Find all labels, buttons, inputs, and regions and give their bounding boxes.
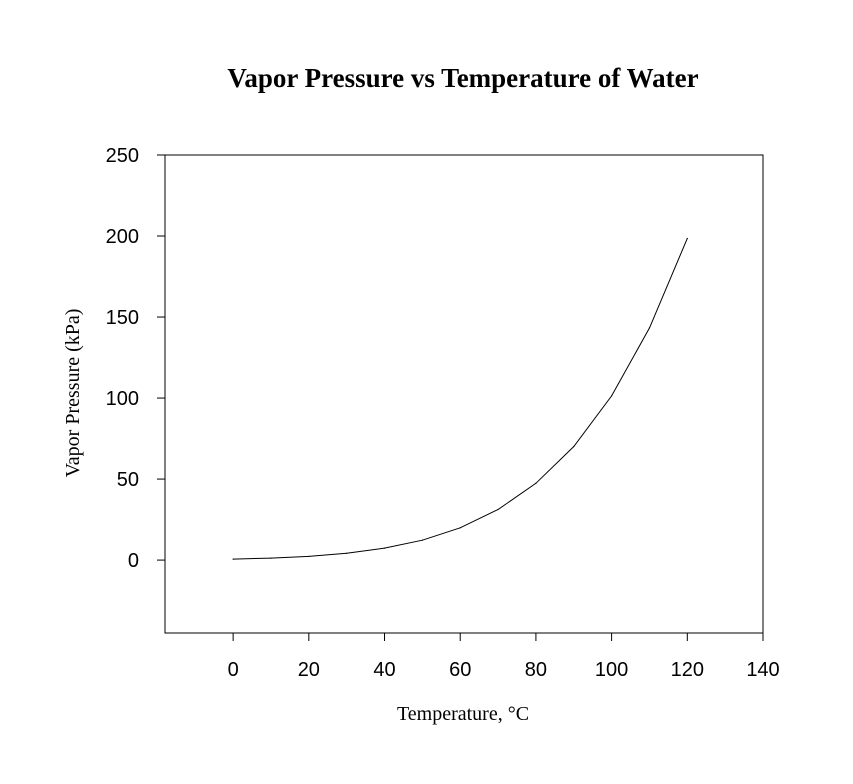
- x-tick-label: 60: [449, 659, 471, 681]
- data-point: [346, 552, 348, 554]
- y-tick-label: 250: [106, 145, 139, 167]
- data-point: [421, 539, 423, 541]
- x-tick-label: 120: [671, 659, 704, 681]
- y-tick-label: 50: [117, 469, 139, 491]
- x-tick-label: 80: [525, 659, 547, 681]
- x-tick-label: 40: [373, 659, 395, 681]
- x-tick-label: 20: [298, 659, 320, 681]
- data-point: [459, 527, 461, 529]
- data-point: [573, 445, 575, 448]
- data-point: [497, 508, 499, 511]
- data-point: [611, 395, 613, 397]
- data-point: [383, 547, 386, 549]
- y-tick-label: 100: [106, 388, 139, 410]
- data-point: [648, 327, 651, 329]
- x-axis: 0 20 40 60 80 100 120 140: [228, 633, 780, 681]
- series-points: [232, 237, 688, 560]
- data-point: [308, 555, 310, 557]
- data-point: [686, 237, 688, 240]
- x-axis-label: Temperature, °C: [397, 703, 529, 725]
- data-point: [232, 558, 234, 560]
- x-tick-label: 0: [228, 659, 239, 681]
- y-axis-label: Vapor Pressure (kPa): [62, 309, 84, 478]
- y-axis: 0 50 100 150 200 250: [106, 145, 165, 572]
- chart-title: Vapor Pressure vs Temperature of Water: [227, 63, 698, 93]
- y-tick-label: 200: [106, 226, 139, 248]
- x-tick-label: 140: [746, 659, 779, 681]
- y-tick-label: 0: [128, 550, 139, 572]
- data-point: [535, 482, 537, 484]
- series-line: [233, 238, 688, 560]
- data-point: [270, 557, 272, 559]
- x-tick-label: 100: [595, 659, 628, 681]
- plot-frame: [164, 154, 764, 634]
- y-tick-label: 150: [106, 307, 139, 329]
